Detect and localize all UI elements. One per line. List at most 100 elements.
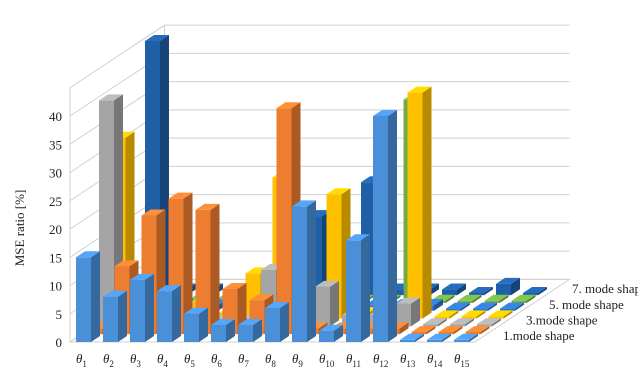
bar-front xyxy=(446,308,461,311)
bar-front xyxy=(457,300,473,303)
bar-side xyxy=(469,333,478,342)
x-tick-label: θ14 xyxy=(427,351,443,369)
x-tick-label: θ8 xyxy=(265,351,276,369)
bar-front xyxy=(407,92,423,319)
bar-side xyxy=(511,277,520,296)
bar xyxy=(423,318,447,327)
bar-front xyxy=(396,303,411,327)
bar xyxy=(396,297,420,327)
bar xyxy=(496,277,520,296)
gridline xyxy=(69,52,570,117)
bar-top xyxy=(292,200,316,207)
bar-side xyxy=(457,283,466,296)
y-tick-label: 10 xyxy=(49,279,62,294)
bar-top xyxy=(411,326,436,332)
bar xyxy=(469,287,493,296)
bar-top xyxy=(130,273,154,280)
bar-side xyxy=(484,287,493,296)
bar-front xyxy=(427,339,442,342)
bar-front xyxy=(484,300,500,303)
bar-top xyxy=(400,333,424,340)
bar-top xyxy=(500,302,524,309)
bar-top xyxy=(396,297,420,304)
bar-top xyxy=(373,110,397,116)
bar-front xyxy=(469,293,484,296)
bar xyxy=(319,324,343,342)
bar-front xyxy=(434,316,450,319)
bar-side xyxy=(499,294,509,303)
bar-side xyxy=(442,333,451,342)
bar-side xyxy=(253,319,262,342)
bars xyxy=(76,34,547,342)
bar-side xyxy=(465,318,474,327)
x-tick-label: θ13 xyxy=(400,351,416,369)
bar xyxy=(407,86,432,319)
x-tick-label: θ1 xyxy=(76,351,87,369)
bar-side xyxy=(445,294,455,303)
bar xyxy=(500,302,524,311)
bar xyxy=(411,326,436,335)
bar-top xyxy=(434,310,459,317)
bar-side xyxy=(453,326,463,335)
bar xyxy=(292,200,316,342)
bar xyxy=(346,234,370,342)
x-tick-label: θ15 xyxy=(454,351,470,369)
series-label: 3.mode shape xyxy=(526,312,598,327)
bar-front xyxy=(184,313,199,342)
y-tick-label: 40 xyxy=(49,109,62,124)
bar-side xyxy=(210,203,220,335)
bar-top xyxy=(315,280,339,287)
bar-top xyxy=(326,188,351,195)
bar-side xyxy=(361,234,370,342)
y-tick-label: 5 xyxy=(56,307,63,322)
bar-top xyxy=(211,319,235,326)
bar-side xyxy=(422,86,432,319)
bar-top xyxy=(438,326,463,332)
bar-top xyxy=(461,310,486,317)
bar-front xyxy=(423,324,438,327)
bar-side xyxy=(449,310,459,319)
bar xyxy=(315,280,339,327)
bar-top xyxy=(454,333,478,340)
bar xyxy=(442,283,466,296)
bar xyxy=(265,302,289,342)
bar-front xyxy=(373,116,388,342)
bar-side xyxy=(145,273,154,342)
bar-side xyxy=(91,251,100,342)
bar-front xyxy=(450,324,465,327)
bar-top xyxy=(276,102,301,109)
bar-front xyxy=(238,325,253,342)
bar xyxy=(523,287,547,296)
bar-side xyxy=(280,302,289,342)
bar-side xyxy=(492,318,501,327)
bar-front xyxy=(411,332,427,335)
bar-side xyxy=(503,310,513,319)
bar xyxy=(373,110,397,342)
bar-top xyxy=(477,318,501,325)
x-tick-label: θ9 xyxy=(292,351,303,369)
bar-side xyxy=(399,322,409,335)
bar-side xyxy=(472,294,482,303)
bar-front xyxy=(319,330,334,342)
bar-front xyxy=(511,300,527,303)
bar-front xyxy=(438,332,454,335)
bar xyxy=(103,290,127,342)
bar-top xyxy=(450,318,474,325)
y-tick-label: 25 xyxy=(49,194,62,209)
bar-top xyxy=(103,290,127,297)
bar-top xyxy=(427,333,451,340)
bar-top xyxy=(184,307,208,314)
bar-front xyxy=(292,206,307,342)
series-label: 5. mode shape xyxy=(549,297,624,312)
bar-side xyxy=(183,192,193,335)
bar-side xyxy=(461,302,470,311)
bar xyxy=(130,273,154,342)
axes: MSE ratio [%] xyxy=(12,190,27,267)
bar xyxy=(484,294,509,303)
bar-front xyxy=(130,279,145,342)
y-tick-label: 0 xyxy=(56,335,63,350)
bar-front xyxy=(265,308,280,342)
y-axis-label: MSE ratio [%] xyxy=(12,190,27,267)
bar-side xyxy=(515,302,524,311)
gridline xyxy=(69,137,570,202)
